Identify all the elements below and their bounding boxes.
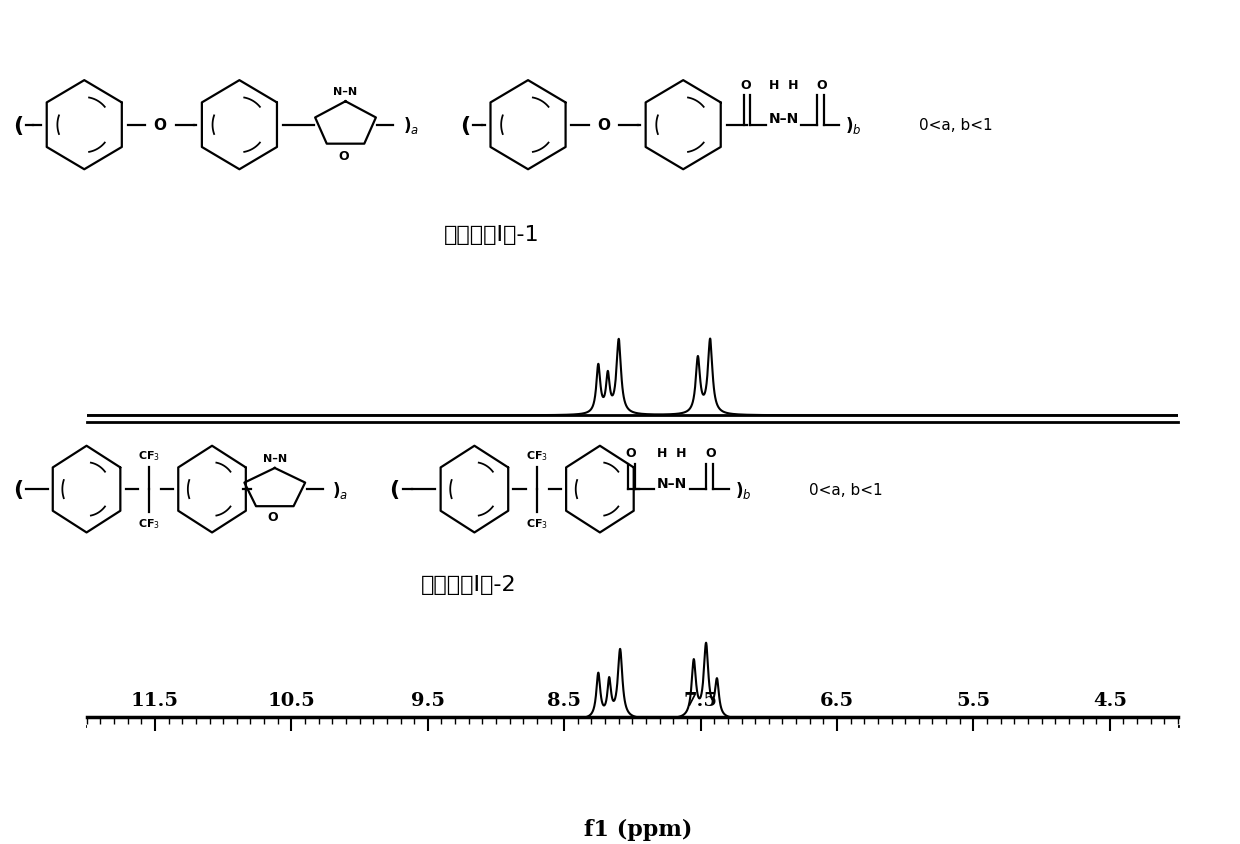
Text: O: O: [706, 446, 715, 459]
Text: )$_b$: )$_b$: [846, 115, 862, 136]
Text: O: O: [153, 118, 166, 133]
Text: (: (: [12, 116, 24, 136]
Text: )$_a$: )$_a$: [332, 479, 348, 500]
Text: 0<a, b<1: 0<a, b<1: [808, 482, 883, 497]
Text: 0<a, b<1: 0<a, b<1: [919, 118, 993, 133]
Text: O: O: [625, 446, 636, 459]
Text: O: O: [339, 149, 350, 163]
Text: )$_b$: )$_b$: [734, 479, 751, 500]
Text: N–N: N–N: [334, 87, 357, 96]
Text: CF$_3$: CF$_3$: [138, 449, 160, 463]
Text: 共聚物（Ⅰ）-1: 共聚物（Ⅰ）-1: [444, 225, 539, 245]
Text: N–N: N–N: [657, 477, 687, 491]
Text: O: O: [268, 511, 279, 523]
Text: O: O: [816, 78, 827, 91]
Text: O: O: [740, 78, 751, 91]
Text: 共聚物（Ⅰ）-2: 共聚物（Ⅰ）-2: [420, 575, 517, 594]
Text: )$_a$: )$_a$: [403, 115, 419, 136]
Text: N–N: N–N: [263, 454, 286, 464]
Text: (: (: [12, 479, 24, 500]
Text: (: (: [389, 479, 399, 500]
Text: CF$_3$: CF$_3$: [138, 517, 160, 530]
Text: H  H: H H: [657, 446, 687, 459]
Text: O: O: [596, 118, 610, 133]
Text: CF$_3$: CF$_3$: [526, 517, 548, 530]
Text: (: (: [460, 116, 470, 136]
Text: CF$_3$: CF$_3$: [526, 449, 548, 463]
Text: N–N: N–N: [769, 112, 799, 127]
Text: H  H: H H: [769, 78, 799, 91]
Text: f1 (ppm): f1 (ppm): [584, 818, 693, 840]
